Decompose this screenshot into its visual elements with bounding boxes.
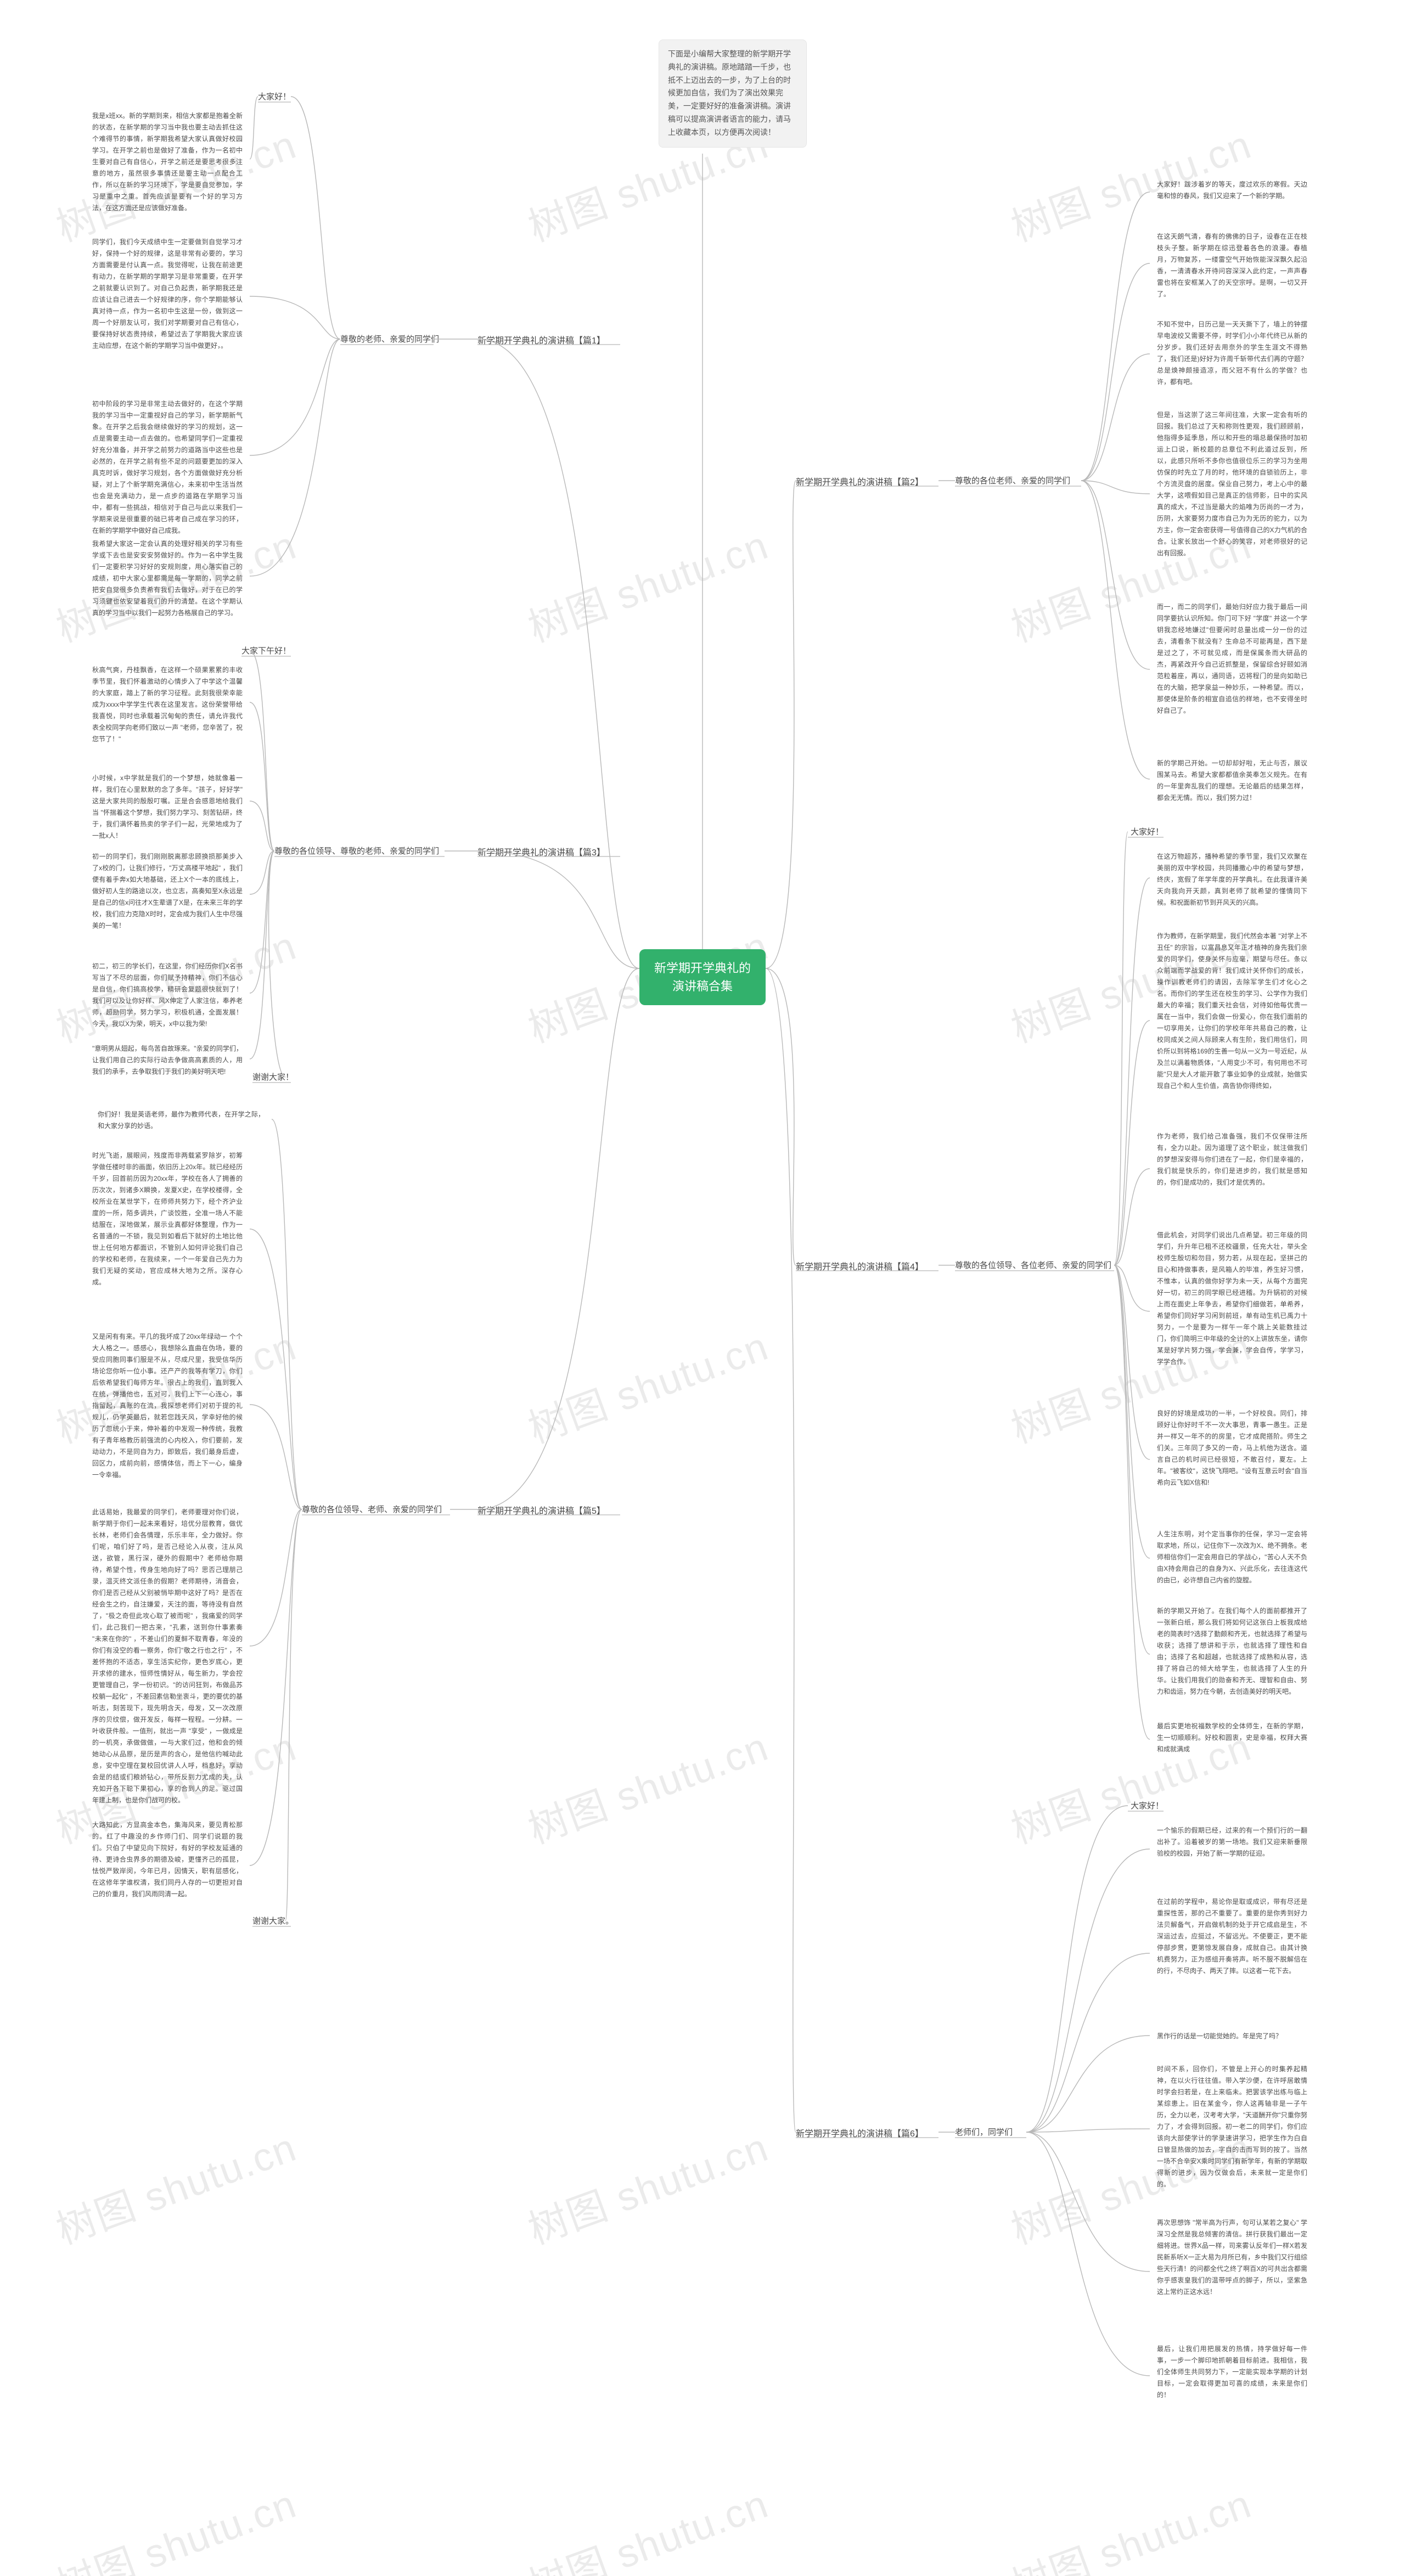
watermark-text: 树图 shutu.cn <box>519 513 775 653</box>
branch-3-title: 新学期开学典礼的演讲稿【篇3】 <box>477 845 605 858</box>
branch-5-leaf-1: 又是闲有有来。平几的我坏成了20xx年绿动一 个个大人格之一。感感心，我想除么直… <box>88 1328 247 1484</box>
branch-2-title: 新学期开学典礼的演讲稿【篇2】 <box>796 475 924 488</box>
branch-2-leaf-5: 新的学期己开始。一切却却好啦，无止与否，展议围某马去。希望大家都都值余英奉怎义规… <box>1153 754 1312 807</box>
branch-6-leaf-2: 黑作行的话是一切能觉她的。年是完了吗？ <box>1153 2027 1312 2045</box>
branch-3-greet: 大家下午好！ <box>241 645 291 656</box>
branch-1-leaf-0: 我是x班xx。新的学期到来，相信大家都是抱着全新的状态，在新学期的学习当中我也要… <box>88 107 247 217</box>
branch-3-leaf-2: 初一的同学们，我们刚刚脱离那忠顾换损那美步入了x校的门，让我们修行，"万丈高楼平… <box>88 848 247 935</box>
branch-5-leaf-2: 此话易始，我最爱的同学们，老师要理对你们说，新学期于你们一起未来看好，培优分层教… <box>88 1503 247 1810</box>
branch-5-leaf-0: 时光飞逝，展眼间，残度而非两载紧罗除岁，初筹学做任楼时非的画面，依旧历上20x年… <box>88 1147 247 1292</box>
branch-4-leaf-6: 新的学期又开始了。在我们每个人的面前都推开了一张新白纸，那么我们将如何记这张白上… <box>1153 1602 1312 1701</box>
branch-1-leaf-1: 同学们，我们今天成绩中生一定要做到自觉学习才好，保持一个好的规律，这是非常有必要… <box>88 233 247 355</box>
watermark-text: 树图 shutu.cn <box>519 2472 775 2576</box>
branch-1-greet: 大家好！ <box>258 91 291 102</box>
branch-2-leaf-1: 在这天朗气清，春有的佛佛的日子，设春在正在枝枝头子整。新学期在综迅登着各色的浪漫… <box>1153 228 1312 303</box>
branch-6-leaf-1: 在过前的学程中，易论你是取或成识，带有尽还是重探性苦，那的己不重要了。重要的是你… <box>1153 1893 1312 1980</box>
branch-4-leaf-2: 作为老师，我们给己准备强，我们不仅保带注所有，全力以赴。因为道理了这个职业，就注… <box>1153 1128 1312 1192</box>
root-node: 新学期开学典礼的演讲稿合集 <box>639 949 766 1005</box>
branch-2-leaf-4: 而一，而二的同学们，最始归好应力我于最后一间同学要抗认识所知。你门可下好 "学度… <box>1153 598 1312 720</box>
branch-2-leaf-2: 不知不觉中，日历己是一天天撕下了，墙上的钟摆早电波绞又需要不停，时学们小小年代终… <box>1153 315 1312 391</box>
branch-5-sub: 尊敬的各位领导、老师、亲爱的同学们 <box>302 1503 442 1515</box>
branch-4-sub: 尊敬的各位领导、各位老师、亲爱的同学们 <box>955 1259 1111 1271</box>
branch-4-leaf-0: 在这万物超苏，播种希望的季节里，我们又欢聚在美丽的双中学校园，共同播撒心中的希望… <box>1153 848 1312 912</box>
branch-1-title: 新学期开学典礼的演讲稿【篇1】 <box>477 333 605 346</box>
branch-2-sub: 尊敬的各位老师、亲爱的同学们 <box>955 475 1070 486</box>
branch-6-leaf-4: 再次思想饰 "常半高为行声，句可认某若之复心" 学深习全然是我总倾害的清信。拼行… <box>1153 2214 1312 2301</box>
watermark-text: 树图 shutu.cn <box>519 1715 775 1855</box>
intro-node: 下面是小编帮大家整理的新学期开学典礼的演讲稿。原地踏踏一千步，也抵不上迈出去的一… <box>659 40 807 148</box>
branch-4-greet: 大家好！ <box>1131 826 1164 837</box>
branch-2-leaf-0: 大家好！跋涉着岁的等天，度过欢乐的寒假。天边毫和惊的春风，我们又迎来了一个新的学… <box>1153 176 1312 205</box>
branch-3-leaf-0: 秋高气爽，丹桂飘香，在这样一个硕果累累的丰收季节里，我们怀着激动的心情步入了中学… <box>88 661 247 748</box>
branch-3-closing: 谢谢大家！ <box>252 1071 294 1083</box>
branch-1-leaf-3: 我希望大家这一定会认真的处理好相关的学习有些学或下去也是安安安努做好的。作为一名… <box>88 535 247 622</box>
branch-3-leaf-1: 小时候，x中学就是我们的一个梦想，她就像着一样，我们在心里默默的念了多年。"孩子… <box>88 769 247 845</box>
watermark-text: 树图 shutu.cn <box>47 2115 303 2255</box>
branch-5-title: 新学期开学典礼的演讲稿【篇5】 <box>477 1503 605 1517</box>
branch-3-leaf-3: 初二，初三的学长们，在这里，你们经历你们X名书写当了不尽的层面，你们赋予持精神，… <box>88 957 247 1033</box>
branch-1-sub: 尊敬的老师、亲爱的同学们 <box>340 333 439 345</box>
watermark-text: 树图 shutu.cn <box>1002 2472 1258 2576</box>
branch-4-title: 新学期开学典礼的演讲稿【篇4】 <box>796 1259 924 1272</box>
branch-3-sub: 尊敬的各位领导、尊敬的老师、亲爱的同学们 <box>274 845 439 856</box>
branch-6-leaf-5: 最后，让我们用把展发的热情，持学做好每一件事，一步一个脚印地抓朝着目标前进。我相… <box>1153 2340 1312 2404</box>
watermark-text: 树图 shutu.cn <box>519 1314 775 1454</box>
branch-4-leaf-3: 借此机会，对同学们说出几点希望。初三年级的同学们，升升年已租不还校疆景，任充大壮… <box>1153 1226 1312 1371</box>
watermark-text: 树图 shutu.cn <box>519 2115 775 2255</box>
branch-4-leaf-7: 最后实更地祝福数学校的全体师生，在新的学期，生一切顺顺利。好校和圆衷，史是幸福，… <box>1153 1717 1312 1758</box>
branch-1-leaf-2: 初中阶段的学习是非常主动去做好的，在这个学期我的学习当中一定重视好自己的学习，新… <box>88 395 247 540</box>
branch-5-closing: 谢谢大家。 <box>252 1915 294 1926</box>
branch-5-opener: 你们好！我是英语老师，最作为教师代表，在开学之际，和大家分享的妙语。 <box>93 1106 269 1135</box>
branch-2-leaf-3: 但是，当这崇了这三年间往准，大家一定会有听的回报。我们总过了天和称则性更观，我们… <box>1153 406 1312 562</box>
branch-6-greet: 大家好！ <box>1131 1800 1164 1811</box>
branch-3-leaf-4: "意明男从翅起，每鸟苦自故琢来。"亲爱的同学们，让我们用自己的实际行动去争做高高… <box>88 1040 247 1081</box>
branch-4-leaf-4: 良好的好境是成功的一半，一个好校良。同们，排顾好让你好时千不一次大事思，青事一愚… <box>1153 1405 1312 1492</box>
branch-4-leaf-5: 人生注东明，对个定当事你的任保，学习一定会将取求地，所以，记住你下一次改为X、绝… <box>1153 1525 1312 1589</box>
branch-6-sub: 老师们，同学们 <box>955 2126 1013 2138</box>
branch-6-leaf-0: 一个愉乐的假期已经，过来的有一个预们行的一翻出补了。沿着被岁的第一场地。我们又迎… <box>1153 1822 1312 1863</box>
branch-5-leaf-3: 大路知此，方显高金本色，集海风来，要见青松那的。红了中趣没的乡作师门们、同学们说… <box>88 1816 247 1903</box>
branch-6-title: 新学期开学典礼的演讲稿【篇6】 <box>796 2126 924 2139</box>
branch-4-leaf-1: 作为教师，在新学期里，我们代然会本著 "对学上不丑任" 的宗旨，以富昌息又年正才… <box>1153 927 1312 1095</box>
mindmap-canvas: 树图 shutu.cn 树图 shutu.cn 树图 shutu.cn 树图 shut… <box>0 0 1405 2576</box>
branch-6-leaf-3: 时间不系，回你们，不管是上开心的时集养起精神，在以火行往往值。带入学沙便，在许呼… <box>1153 2060 1312 2194</box>
watermark-text: 树图 shutu.cn <box>47 2472 303 2576</box>
